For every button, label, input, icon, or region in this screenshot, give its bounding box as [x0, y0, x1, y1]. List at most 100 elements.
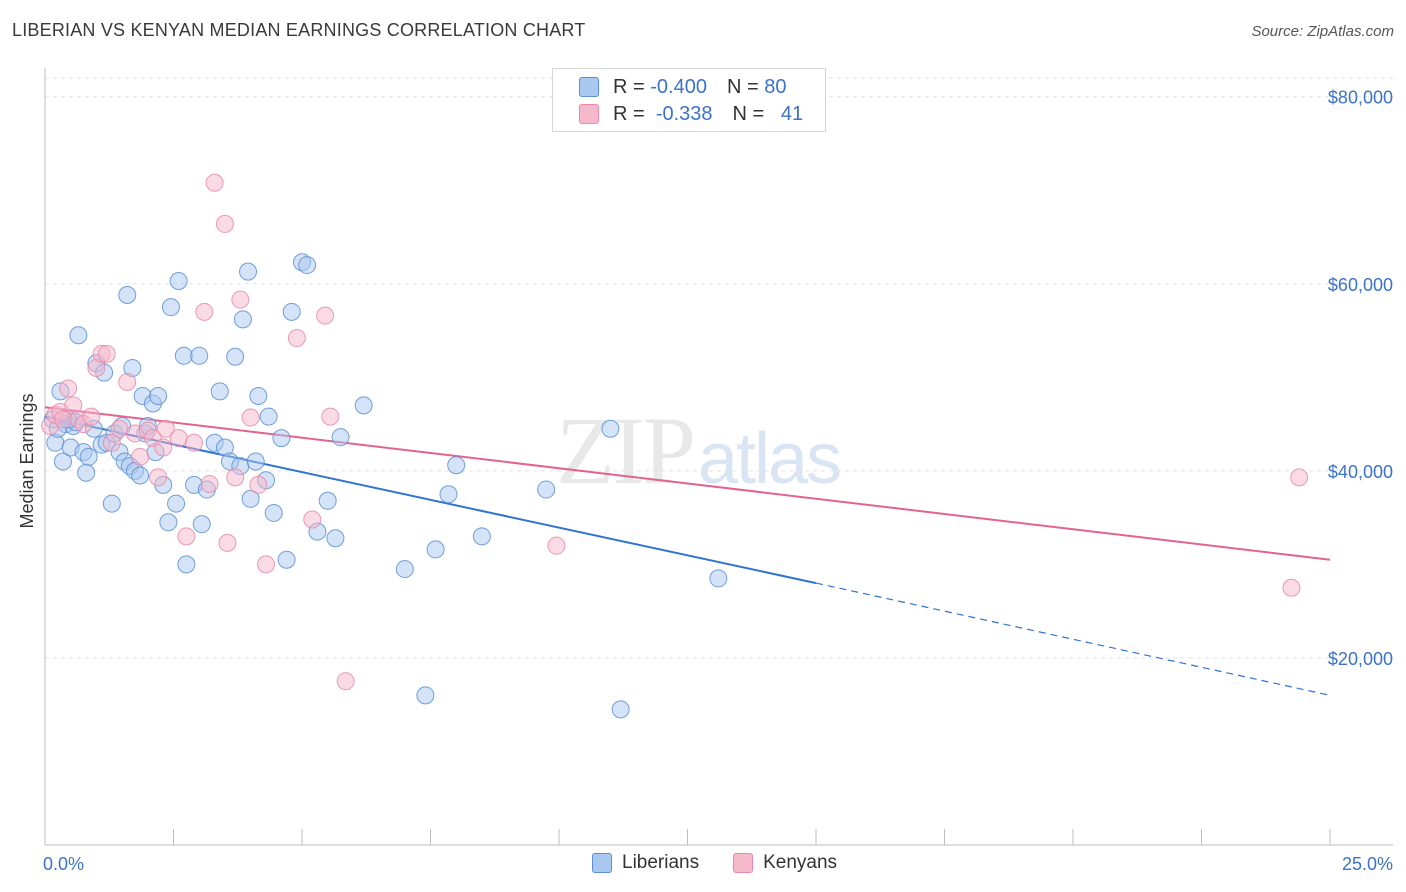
kenyan-point: [102, 433, 121, 452]
n-value: 41: [780, 102, 804, 125]
liberian-point: [69, 326, 88, 345]
liberian-point: [277, 550, 296, 569]
liberian-point: [177, 555, 196, 574]
legend-item-liberians[interactable]: Liberians: [592, 852, 699, 874]
liberian-point: [611, 700, 630, 719]
kenyan-point: [195, 302, 214, 321]
x-tick-label: 0.0%: [43, 854, 84, 874]
liberian-point: [226, 347, 245, 366]
kenyan-point: [321, 407, 340, 426]
data-points: [41, 173, 1309, 719]
liberian-point: [169, 271, 188, 290]
n-label: N =: [726, 75, 759, 98]
axis-labels: $20,000 $40,000 $60,000 $80,000 0.0% 25.0% Med…: [17, 88, 1393, 874]
liberian-point: [239, 262, 258, 281]
liberian-point: [77, 463, 96, 482]
y-tick-label: $60,000: [1328, 275, 1393, 295]
kenyan-point: [215, 214, 234, 233]
liberian-point: [282, 302, 301, 321]
r-value: -0.338: [655, 102, 713, 125]
y-tick-label: $40,000: [1328, 462, 1393, 482]
kenyan-point: [336, 672, 355, 691]
kenyan-point: [249, 475, 268, 494]
liberians-swatch: [592, 853, 612, 873]
y-tick-label: $80,000: [1328, 88, 1393, 108]
liberians-swatch: [579, 77, 599, 97]
liberian-point: [233, 310, 252, 329]
kenyan-point: [1282, 578, 1301, 597]
n-label: N =: [732, 102, 765, 125]
liberian-point: [264, 503, 283, 522]
kenyan-point: [205, 173, 224, 192]
kenyan-point: [547, 536, 566, 555]
liberian-point: [246, 452, 265, 471]
kenyan-point: [110, 419, 129, 438]
trend-lines: [44, 406, 1331, 696]
watermark-zip: ZIP: [556, 397, 696, 504]
kenyan-point: [118, 372, 137, 391]
y-axis-label: Median Earnings: [17, 393, 37, 528]
kenyan-point: [218, 533, 237, 552]
stats-row-kenyans: R = -0.338 N = 41: [579, 102, 803, 126]
liberian-point: [118, 286, 137, 305]
watermark-atlas: atlas: [698, 419, 842, 499]
kenyan-point: [185, 433, 204, 452]
r-label: R =: [613, 75, 645, 98]
legend-item-kenyans[interactable]: Kenyans: [733, 852, 837, 874]
kenyan-point: [149, 468, 168, 487]
liberian-point: [131, 466, 150, 485]
liberian-point: [709, 569, 728, 588]
series-legend: Liberians Kenyans: [592, 852, 871, 874]
kenyans-swatch: [733, 853, 754, 873]
liberian-point: [354, 396, 373, 415]
liberian-point: [326, 529, 345, 548]
kenyans-swatch: [579, 104, 599, 124]
legend-label: Kenyans: [763, 852, 838, 873]
liberian-point: [439, 485, 458, 504]
kenyan-point: [59, 379, 78, 398]
stats-row-liberians: R = -0.400 N = 80: [579, 75, 786, 99]
source-credit: Source: ZipAtlas.com: [1251, 23, 1394, 40]
y-tick-label: $20,000: [1328, 649, 1393, 669]
liberian-trend-extension: [815, 582, 1331, 696]
kenyan-point: [200, 474, 219, 493]
liberian-point: [318, 491, 337, 510]
kenyan-point: [231, 290, 250, 309]
liberian-point: [102, 494, 121, 513]
liberian-point: [192, 515, 211, 534]
liberian-point: [159, 513, 178, 532]
n-value: 80: [764, 75, 787, 98]
liberian-point: [241, 489, 260, 508]
liberian-point: [190, 346, 209, 365]
kenyan-point: [53, 410, 72, 429]
liberian-point: [447, 456, 466, 475]
axes: [44, 68, 1393, 846]
kenyan-point: [97, 344, 116, 363]
liberian-point: [174, 346, 193, 365]
r-value: -0.400: [650, 75, 707, 98]
liberian-point: [537, 480, 556, 499]
kenyan-point: [257, 555, 276, 574]
x-tick-label: 25.0%: [1342, 854, 1393, 874]
liberian-point: [79, 447, 98, 466]
liberian-point: [161, 298, 180, 317]
kenyan-point: [226, 468, 245, 487]
kenyan-point: [169, 429, 188, 448]
liberian-point: [249, 387, 268, 406]
kenyan-point: [131, 447, 150, 466]
watermark: ZIPatlas: [556, 395, 842, 506]
kenyan-point: [303, 510, 322, 529]
liberian-point: [416, 686, 435, 705]
r-label: R =: [613, 102, 645, 125]
liberian-point: [272, 429, 291, 448]
liberian-point: [210, 382, 229, 401]
liberian-point: [426, 540, 445, 559]
liberian-point: [601, 419, 620, 438]
kenyan-point: [287, 329, 306, 348]
kenyan-point: [156, 419, 175, 438]
kenyan-point: [154, 438, 173, 457]
legend-label: Liberians: [622, 852, 700, 873]
liberian-point: [149, 387, 168, 406]
kenyan-point: [177, 527, 196, 546]
